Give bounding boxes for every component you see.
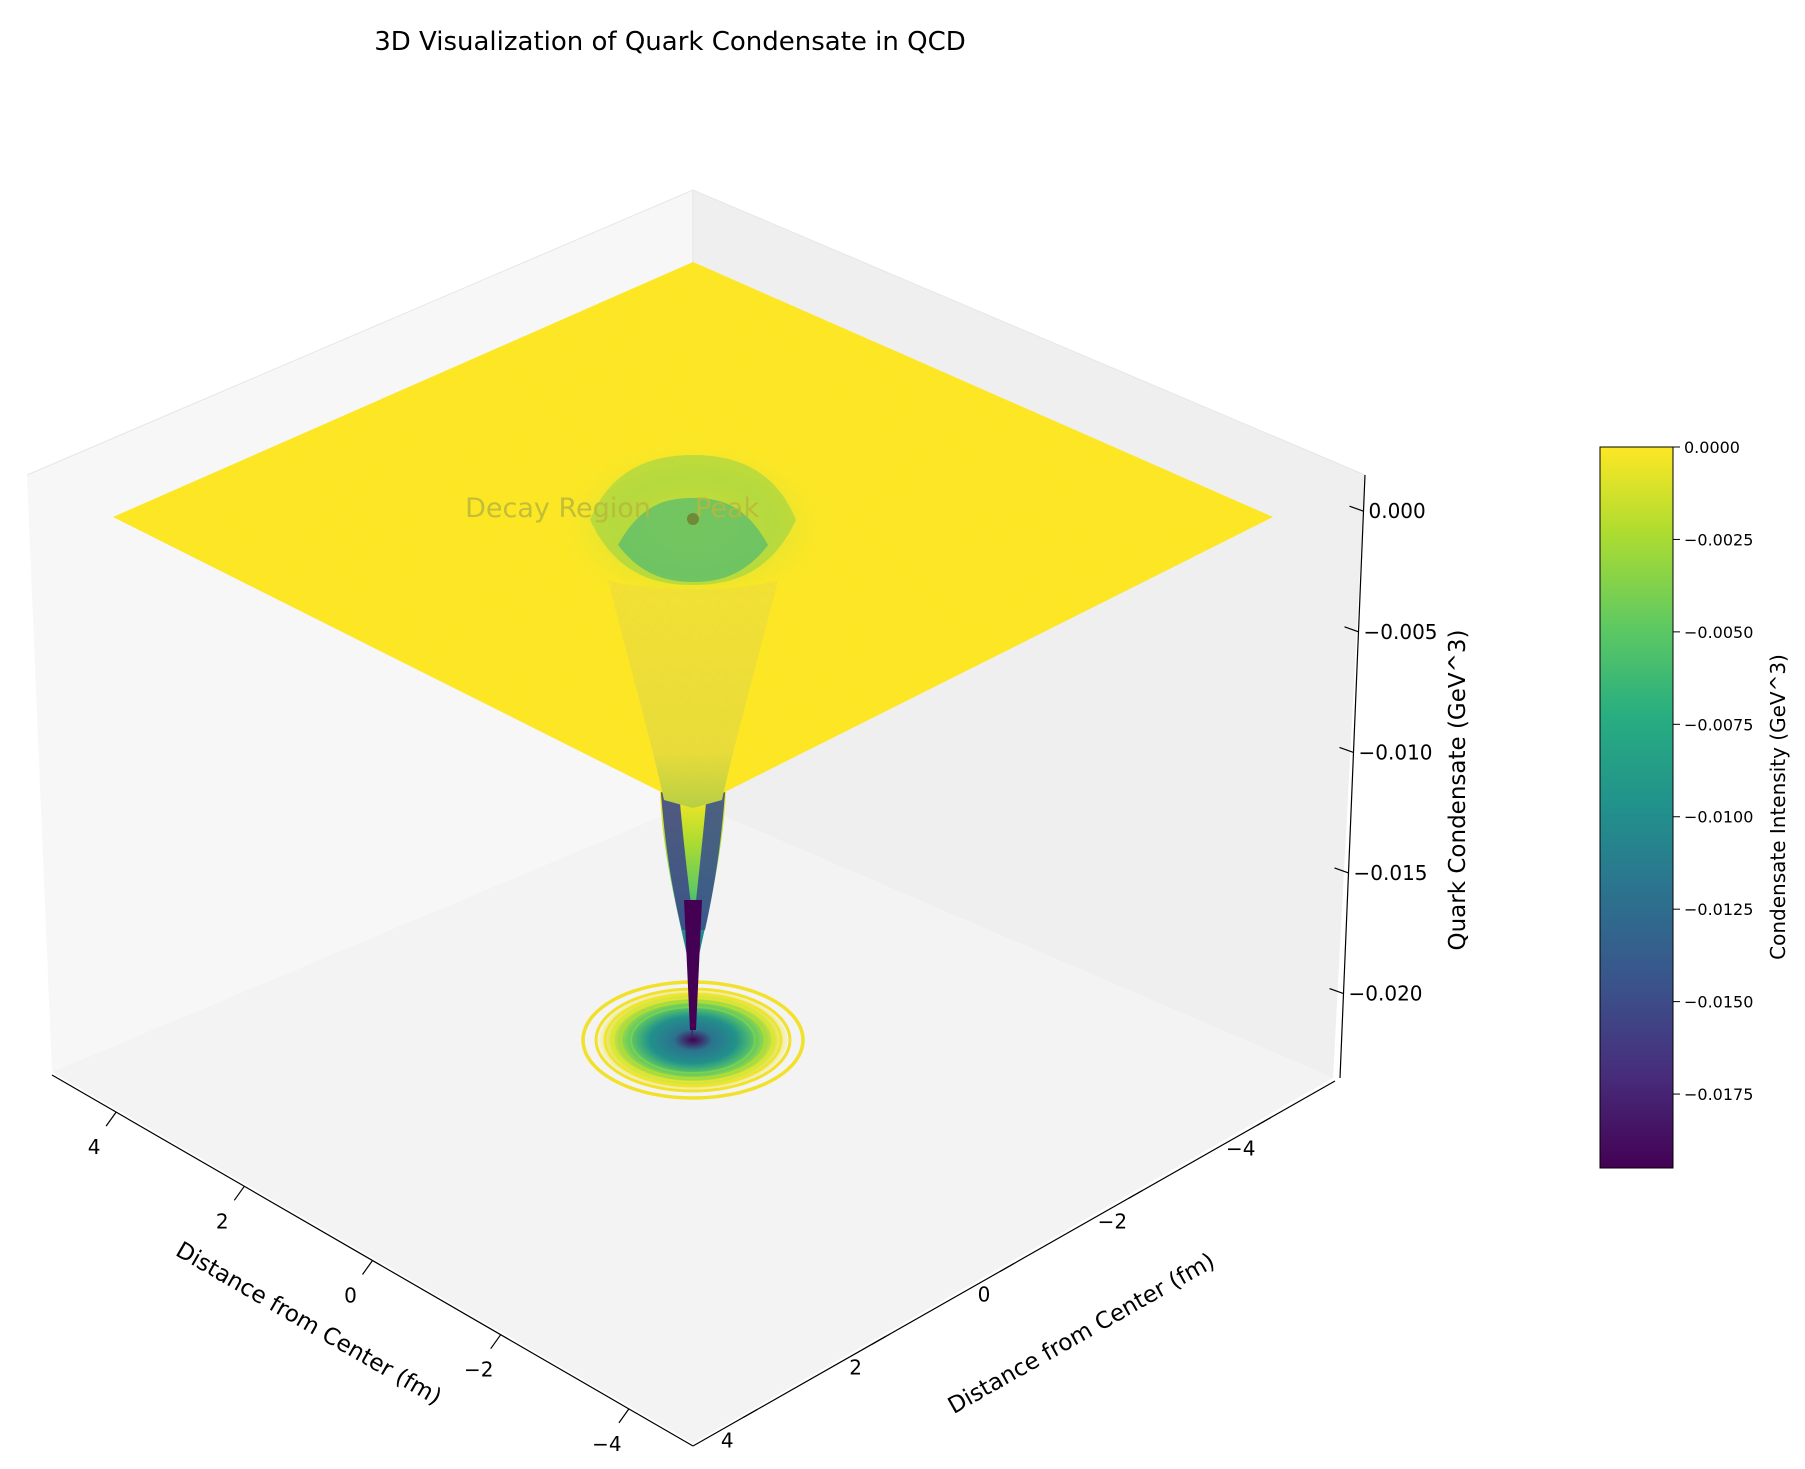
y-tick-mark <box>742 1408 758 1419</box>
z-tick-label: −0.020 <box>1349 982 1423 1006</box>
z-axis-line <box>1339 474 1366 1079</box>
y-tick-mark <box>1256 1116 1272 1127</box>
z-tick-label: −0.015 <box>1354 861 1428 885</box>
z-axis: 0.000 −0.005 −0.010 −0.015 −0.020 Quark Cond… <box>1329 474 1471 1079</box>
y-tick-mark <box>1128 1189 1143 1200</box>
pane-floor <box>52 803 1333 1443</box>
y-tick-mark <box>871 1335 886 1346</box>
x-tick-label: 0 <box>344 1284 357 1308</box>
colorbar: 0.0000 −0.0025 −0.0050 −0.0075 −0.0100 −0.012… <box>1599 438 1790 1169</box>
z-tick-label: −0.010 <box>1359 740 1433 764</box>
x-tick-mark <box>490 1334 502 1350</box>
y-tick-mark <box>999 1262 1015 1273</box>
colorbar-label: Condensate Intensity (GeV^3) <box>1766 654 1790 960</box>
funnel-cone-mesh <box>608 580 778 808</box>
y-tick-label: 0 <box>978 1283 991 1307</box>
z-axis-label: Quark Condensate (GeV^3) <box>1445 629 1471 950</box>
x-tick-label: −4 <box>592 1432 621 1456</box>
funnel-core <box>684 900 702 1030</box>
z-tick-label: −0.005 <box>1364 620 1438 644</box>
colorbar-tick-label: −0.0100 <box>1684 808 1753 827</box>
z-tick-mark <box>1329 988 1344 995</box>
funnel-lobe-left <box>660 780 694 930</box>
x-tick-mark <box>233 1185 245 1201</box>
colorbar-tick-label: −0.0075 <box>1684 715 1753 734</box>
peak-marker <box>687 513 699 525</box>
funnel-lower <box>660 780 726 1040</box>
y-tick-label: −4 <box>1226 1137 1255 1161</box>
y-tick-label: 4 <box>721 1429 734 1453</box>
y-tick-label: 2 <box>849 1356 862 1380</box>
z-tick-label: 0.000 <box>1369 499 1426 523</box>
x-tick-mark <box>105 1111 117 1127</box>
contour-fill <box>597 988 789 1092</box>
x-tick-mark <box>362 1260 373 1275</box>
z-tick-mark <box>1344 626 1359 633</box>
colorbar-tick-label: −0.0150 <box>1684 993 1753 1012</box>
annotations: Decay Region Peak <box>465 493 759 525</box>
x-tick-mark <box>618 1408 630 1424</box>
z-tick-mark <box>1334 867 1349 874</box>
chart-title: 3D Visualization of Quark Condensate in … <box>374 27 966 57</box>
colorbar-tick-label: −0.0125 <box>1684 900 1753 919</box>
colorbar-tick-label: −0.0050 <box>1684 623 1753 642</box>
annotation-peak: Peak <box>695 493 759 524</box>
colorbar-tick-label: −0.0175 <box>1684 1085 1753 1104</box>
x-tick-label: 4 <box>88 1135 101 1159</box>
z-tick-mark <box>1349 505 1364 512</box>
z-tick-mark <box>1339 746 1354 753</box>
x-tick-label: 2 <box>216 1209 229 1233</box>
funnel-lobe-right <box>693 780 726 930</box>
x-tick-label: −2 <box>464 1358 493 1382</box>
funnel-inner-teal <box>618 498 768 582</box>
annotation-decay-region: Decay Region <box>465 493 651 524</box>
y-tick-label: −2 <box>1098 1210 1127 1234</box>
colorbar-tick-label: −0.0025 <box>1684 530 1753 549</box>
colorbar-gradient <box>1599 446 1674 1169</box>
colorbar-tick-label: 0.0000 <box>1684 438 1740 457</box>
